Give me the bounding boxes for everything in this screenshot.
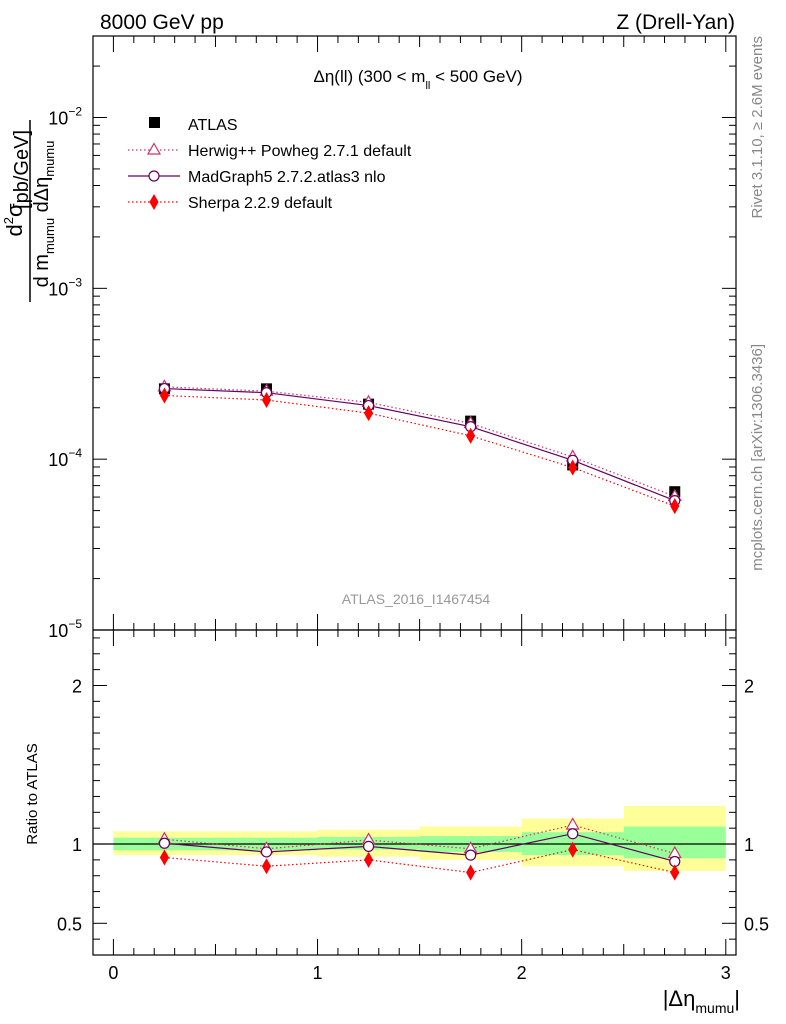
y-tick-label: 10−5 <box>48 617 82 641</box>
legend-marker-herwig <box>146 142 162 155</box>
ratio-panel: 0 1 2 3 0.5 0.5 1 1 2 2 Ratio to ATLAS |Δηmumu| <box>24 629 769 1016</box>
main-y-axis-label: d2σ d mmumu dΔηmumu [pb/GeV] <box>1 120 57 302</box>
main-y-ticks: 10−510−410−310−2 <box>48 35 736 641</box>
y-tick-label-base: 10 <box>48 279 68 299</box>
point-sherpa-5 <box>670 498 680 515</box>
ratio-point-sherpa-0 <box>159 849 170 866</box>
ratio-y-label: Ratio to ATLAS <box>24 743 41 844</box>
ratio-point-madgraph5-0 <box>158 837 171 849</box>
ratio-y-tick-label-right: 2 <box>744 676 754 696</box>
legend-label-atlas: ATLAS <box>188 117 238 134</box>
legend-marker-madgraph <box>148 170 160 182</box>
legend-label-sherpa: Sherpa 2.2.9 default <box>188 195 333 212</box>
ratio-point-madgraph5-2 <box>362 840 375 853</box>
legend-label-madgraph: MadGraph5 2.7.2.atlas3 nlo <box>188 169 386 186</box>
main-title-post: < 500 GeV) <box>430 67 522 86</box>
ratio-y-tick-label-right: 0.5 <box>744 914 769 934</box>
main-marks <box>157 379 682 515</box>
y-label-den-sub2: mumu <box>42 141 57 177</box>
main-panel: 10−510−410−310−2 Δη(ll) (300 < mll < 500… <box>1 35 737 641</box>
legend: ATLAS Herwig++ Powheg 2.7.1 default MadG… <box>128 117 412 212</box>
analysis-id: ATLAS_2016_I1467454 <box>342 591 491 607</box>
y-label-den-deta: dΔη <box>31 177 53 218</box>
rivet-label: Rivet 3.1.10, ≥ 2.6M events <box>749 36 766 219</box>
header-left: 8000 GeV pp <box>100 11 224 34</box>
ratio-point-sherpa-2 <box>363 851 374 868</box>
ratio-point-madgraph5-3 <box>465 849 477 861</box>
ratio-point-madgraph5-1 <box>260 846 273 858</box>
ratio-y-tick-label-right: 1 <box>744 835 754 855</box>
main-title-sub: ll <box>425 80 430 92</box>
y-tick-label-base: 10 <box>48 621 68 641</box>
ratio-y-tick-label-left: 0.5 <box>57 914 82 934</box>
y-tick-label: 10−4 <box>48 446 82 470</box>
x-tick-label: 0 <box>108 963 118 983</box>
y-tick-label-exp: −5 <box>68 617 82 631</box>
mcplots-label: mcplots.cern.ch [arXiv:1306.3436] <box>749 344 766 571</box>
ratio-frame <box>92 629 737 956</box>
ratio-ticks: 0 1 2 3 0.5 0.5 1 1 2 2 <box>57 630 769 983</box>
y-tick-label-exp: −4 <box>68 446 82 460</box>
y-label-denominator: d mmumu dΔηmumu <box>31 141 57 288</box>
y-label-den-dm: d m <box>31 254 53 287</box>
point-sherpa-3 <box>466 427 476 444</box>
main-title: Δη(ll) (300 < mll < 500 GeV) <box>313 67 522 92</box>
y-label-num-sup: 2 <box>1 217 16 224</box>
legend-marker-sherpa <box>149 193 159 211</box>
y-label-unit: [pb/GeV] <box>11 130 33 209</box>
ratio-y-tick-label-left: 2 <box>72 676 82 696</box>
ratio-point-sherpa-3 <box>466 864 476 881</box>
y-tick-label: 10−3 <box>48 275 82 299</box>
ratio-point-sherpa-1 <box>261 858 272 875</box>
ratio-point-madgraph5-4 <box>567 828 579 840</box>
ratio-line-madgraph5 <box>164 833 675 863</box>
ratio-marks <box>157 817 682 881</box>
x-label-post: | <box>734 986 740 1011</box>
x-axis-label: |Δηmumu| <box>663 986 740 1016</box>
main-x-ticks <box>112 36 727 630</box>
header-right: Z (Drell-Yan) <box>616 11 735 34</box>
y-tick-label-exp: −3 <box>68 275 82 289</box>
legend-marker-atlas <box>149 117 160 128</box>
main-title-pre: Δη(ll) (300 < m <box>313 67 425 86</box>
y-label-den-sub1: mumu <box>42 218 57 254</box>
x-label-pre: |Δη <box>663 986 696 1011</box>
ratio-line-sherpa <box>164 848 675 874</box>
point-sherpa-2 <box>363 405 374 422</box>
ratio-point-sherpa-4 <box>568 841 578 858</box>
point-sherpa-0 <box>159 387 170 404</box>
series-line-sherpa <box>164 394 675 507</box>
point-sherpa-1 <box>261 391 272 409</box>
y-label-numerator: d2σ <box>1 203 27 236</box>
y-label-num-d: d <box>2 224 27 236</box>
y-tick-label-base: 10 <box>48 109 68 129</box>
y-tick-label-exp: −2 <box>68 105 82 119</box>
legend-label-herwig: Herwig++ Powheg 2.7.1 default <box>188 143 412 160</box>
ratio-line-herwig <box>164 824 675 855</box>
y-tick-label: 10−2 <box>48 105 82 129</box>
x-label-sub: mumu <box>695 1000 734 1016</box>
y-label-num-sigma: σ <box>2 203 27 217</box>
ratio-y-tick-label-left: 1 <box>72 835 82 855</box>
series-line-madgraph5 <box>164 387 675 502</box>
x-tick-label: 1 <box>313 963 323 983</box>
x-tick-label: 3 <box>721 963 731 983</box>
x-tick-label: 2 <box>517 963 527 983</box>
series-line-herwig <box>164 386 675 498</box>
y-tick-label-base: 10 <box>48 450 68 470</box>
point-sherpa-4 <box>568 459 578 476</box>
ratio-point-sherpa-5 <box>670 864 680 881</box>
